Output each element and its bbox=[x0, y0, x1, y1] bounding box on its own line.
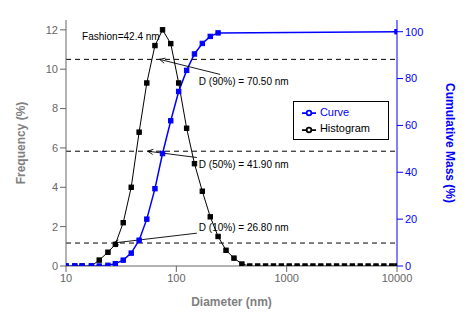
svg-text:6: 6 bbox=[52, 142, 58, 154]
svg-text:8: 8 bbox=[52, 102, 58, 114]
svg-text:0: 0 bbox=[405, 260, 411, 272]
svg-text:D (50%) = 41.90 nm: D (50%) = 41.90 nm bbox=[199, 159, 289, 170]
svg-text:4: 4 bbox=[52, 181, 58, 193]
svg-text:40: 40 bbox=[405, 166, 417, 178]
svg-text:0: 0 bbox=[52, 260, 58, 272]
svg-text:100: 100 bbox=[167, 272, 185, 284]
svg-text:60: 60 bbox=[405, 119, 417, 131]
svg-text:12: 12 bbox=[46, 24, 58, 36]
svg-text:80: 80 bbox=[405, 72, 417, 84]
svg-text:1000: 1000 bbox=[274, 272, 298, 284]
svg-text:Diameter (nm): Diameter (nm) bbox=[191, 295, 272, 309]
svg-text:10000: 10000 bbox=[382, 272, 413, 284]
svg-text:20: 20 bbox=[405, 213, 417, 225]
svg-text:D (10%) = 26.80 nm: D (10%) = 26.80 nm bbox=[199, 222, 289, 233]
svg-text:2: 2 bbox=[52, 221, 58, 233]
svg-text:Cumulative Mass (%): Cumulative Mass (%) bbox=[443, 83, 457, 203]
html-text:Curve: Curve bbox=[319, 106, 350, 119]
svg-text:10: 10 bbox=[46, 63, 58, 75]
svg-text:Fashion=42.4 nm: Fashion=42.4 nm bbox=[82, 31, 160, 42]
svg-text:D (90%) = 70.50 nm: D (90%) = 70.50 nm bbox=[199, 76, 289, 87]
svg-text:100: 100 bbox=[405, 26, 423, 38]
svg-text:Frequency (%): Frequency (%) bbox=[14, 102, 28, 185]
html-text:Histogram: Histogram bbox=[319, 122, 370, 135]
svg-text:10: 10 bbox=[60, 272, 72, 284]
